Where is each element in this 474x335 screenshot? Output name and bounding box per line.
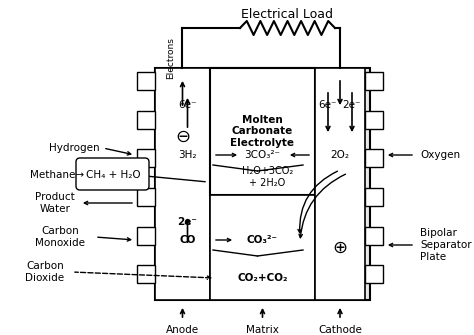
Bar (365, 265, 383, 283)
Text: CO₃²⁻: CO₃²⁻ (247, 235, 278, 245)
Text: Oxygen: Oxygen (420, 150, 460, 160)
Bar (155, 68, 210, 300)
Text: ⊕: ⊕ (332, 239, 347, 257)
Bar (365, 227, 383, 245)
Text: Anode: Anode (166, 325, 199, 335)
Text: 3CO₃²⁻: 3CO₃²⁻ (245, 150, 281, 160)
Bar (137, 227, 155, 245)
Bar (137, 111, 155, 129)
Text: Cathode: Cathode (318, 325, 362, 335)
Text: Molten
Carbonate
Electrolyte: Molten Carbonate Electrolyte (230, 115, 294, 148)
Text: Carbon
Dioxide: Carbon Dioxide (26, 261, 64, 283)
Bar (137, 149, 155, 168)
Bar (155, 68, 370, 300)
Text: 2O₂: 2O₂ (330, 150, 349, 160)
Text: 6e⁻: 6e⁻ (178, 100, 197, 110)
Text: CO₂+CO₂: CO₂+CO₂ (237, 273, 288, 283)
Text: Matrix: Matrix (246, 325, 279, 335)
Text: ⊖: ⊖ (175, 128, 190, 145)
Text: Hydrogen: Hydrogen (49, 143, 100, 153)
Bar (210, 195, 315, 300)
Bar (137, 72, 155, 90)
Bar (315, 68, 365, 300)
Text: 6e⁻: 6e⁻ (319, 100, 337, 110)
Text: Product
Water: Product Water (35, 192, 75, 214)
Text: 3H₂: 3H₂ (178, 150, 197, 160)
Text: 2e⁻: 2e⁻ (178, 217, 198, 227)
Text: Methane→: Methane→ (30, 170, 84, 180)
Bar (365, 72, 383, 90)
Bar (365, 149, 383, 168)
Text: Electrons: Electrons (166, 37, 175, 79)
Text: CO: CO (179, 235, 196, 245)
Text: CH₄ + H₂O: CH₄ + H₂O (86, 170, 140, 180)
Text: H₂O+3CO₂
+ 2H₂O: H₂O+3CO₂ + 2H₂O (242, 166, 293, 188)
Bar (137, 265, 155, 283)
Text: Electrical Load: Electrical Load (241, 7, 334, 20)
FancyBboxPatch shape (76, 158, 149, 190)
Bar (365, 188, 383, 206)
Bar (137, 188, 155, 206)
Bar (365, 111, 383, 129)
Text: Carbon
Monoxide: Carbon Monoxide (35, 226, 85, 248)
Text: Bipolar
Separator
Plate: Bipolar Separator Plate (420, 228, 472, 262)
Text: 2e⁻: 2e⁻ (343, 100, 361, 110)
Bar (210, 68, 315, 195)
